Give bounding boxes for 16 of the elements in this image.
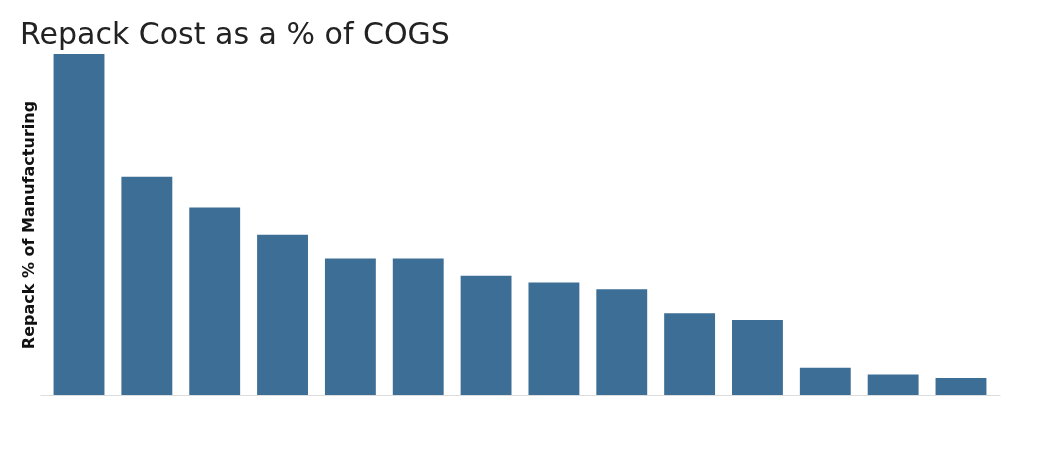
bar xyxy=(664,313,716,395)
bar xyxy=(324,258,376,395)
bar xyxy=(392,258,444,395)
bar xyxy=(596,289,648,395)
bar xyxy=(732,319,783,395)
bar xyxy=(121,176,173,395)
bar xyxy=(528,282,580,395)
bar xyxy=(935,377,987,395)
bar xyxy=(460,275,512,395)
bar xyxy=(257,234,308,395)
bar xyxy=(799,367,851,395)
bar xyxy=(189,207,241,395)
bar xyxy=(53,54,105,395)
chart-title: Repack Cost as a % of COGS xyxy=(20,16,450,51)
y-axis-title: Repack % of Manufacturing xyxy=(18,100,38,350)
bar xyxy=(867,374,919,395)
